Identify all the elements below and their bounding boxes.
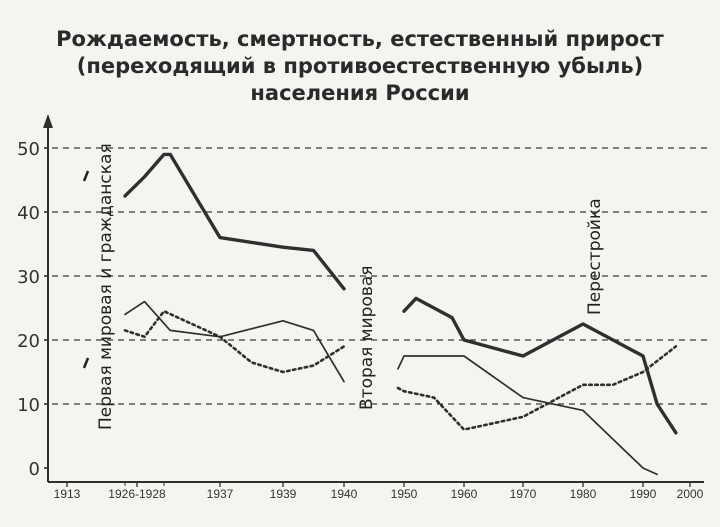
x-tick-label: 1913 [54, 487, 81, 501]
x-tick-labels: 1913 1926-1928 1937 1939 1940 1950 1960 1970 198… [54, 482, 704, 501]
y-tick-label: 40 [17, 203, 40, 224]
series-birth_rate-segment-2 [402, 296, 678, 435]
x-tick-label: 1940 [331, 487, 358, 501]
title-line-2: (переходящий в противоестественную убыль… [76, 54, 644, 78]
title-line-1: Рождаемость, смертность, естественный пр… [56, 27, 664, 51]
x-tick-label: 1960 [451, 487, 478, 501]
y-tick-label: 50 [17, 139, 40, 160]
title-line-3: населения России [250, 81, 470, 105]
annotation-3: Перестройка [585, 198, 605, 315]
axes [43, 114, 704, 483]
series-natural_increase-segment-2 [396, 345, 678, 431]
grid-lines [52, 147, 708, 405]
annotations: Первая мировая и гражданская Вторая миров… [82, 143, 605, 430]
y-tick-labels: 0 10 20 30 40 50 [17, 139, 48, 480]
y-tick-label: 30 [17, 267, 40, 288]
break-mark-top [82, 170, 90, 182]
annotation-2: Вторая мировая [357, 265, 377, 410]
y-tick-label: 20 [17, 331, 40, 352]
y-axis-arrow [43, 114, 53, 128]
y-tick-label: 10 [17, 395, 40, 416]
x-tick-label: 1980 [570, 487, 597, 501]
x-tick-label: 1970 [510, 487, 537, 501]
series-death_rate-segment-2 [397, 355, 658, 476]
chart-title: Рождаемость, смертность, естественный пр… [0, 26, 720, 107]
series-natural_increase-segment-1 [123, 309, 346, 374]
y-tick-label: 0 [29, 459, 40, 480]
x-tick-label: 1990 [630, 487, 657, 501]
x-tick-label: 1950 [391, 487, 418, 501]
series-death_rate-segment-1 [124, 300, 345, 383]
series-birth_rate-segment-1 [123, 152, 346, 291]
x-tick-label: 1926-1928 [108, 487, 166, 501]
x-tick-label: 1939 [270, 487, 297, 501]
break-mark-bottom [82, 357, 90, 369]
x-tick-label: 2000 [677, 487, 704, 501]
annotation-1: Первая мировая и гражданская [96, 143, 116, 430]
series-lines [123, 152, 678, 476]
x-tick-label: 1937 [207, 487, 234, 501]
